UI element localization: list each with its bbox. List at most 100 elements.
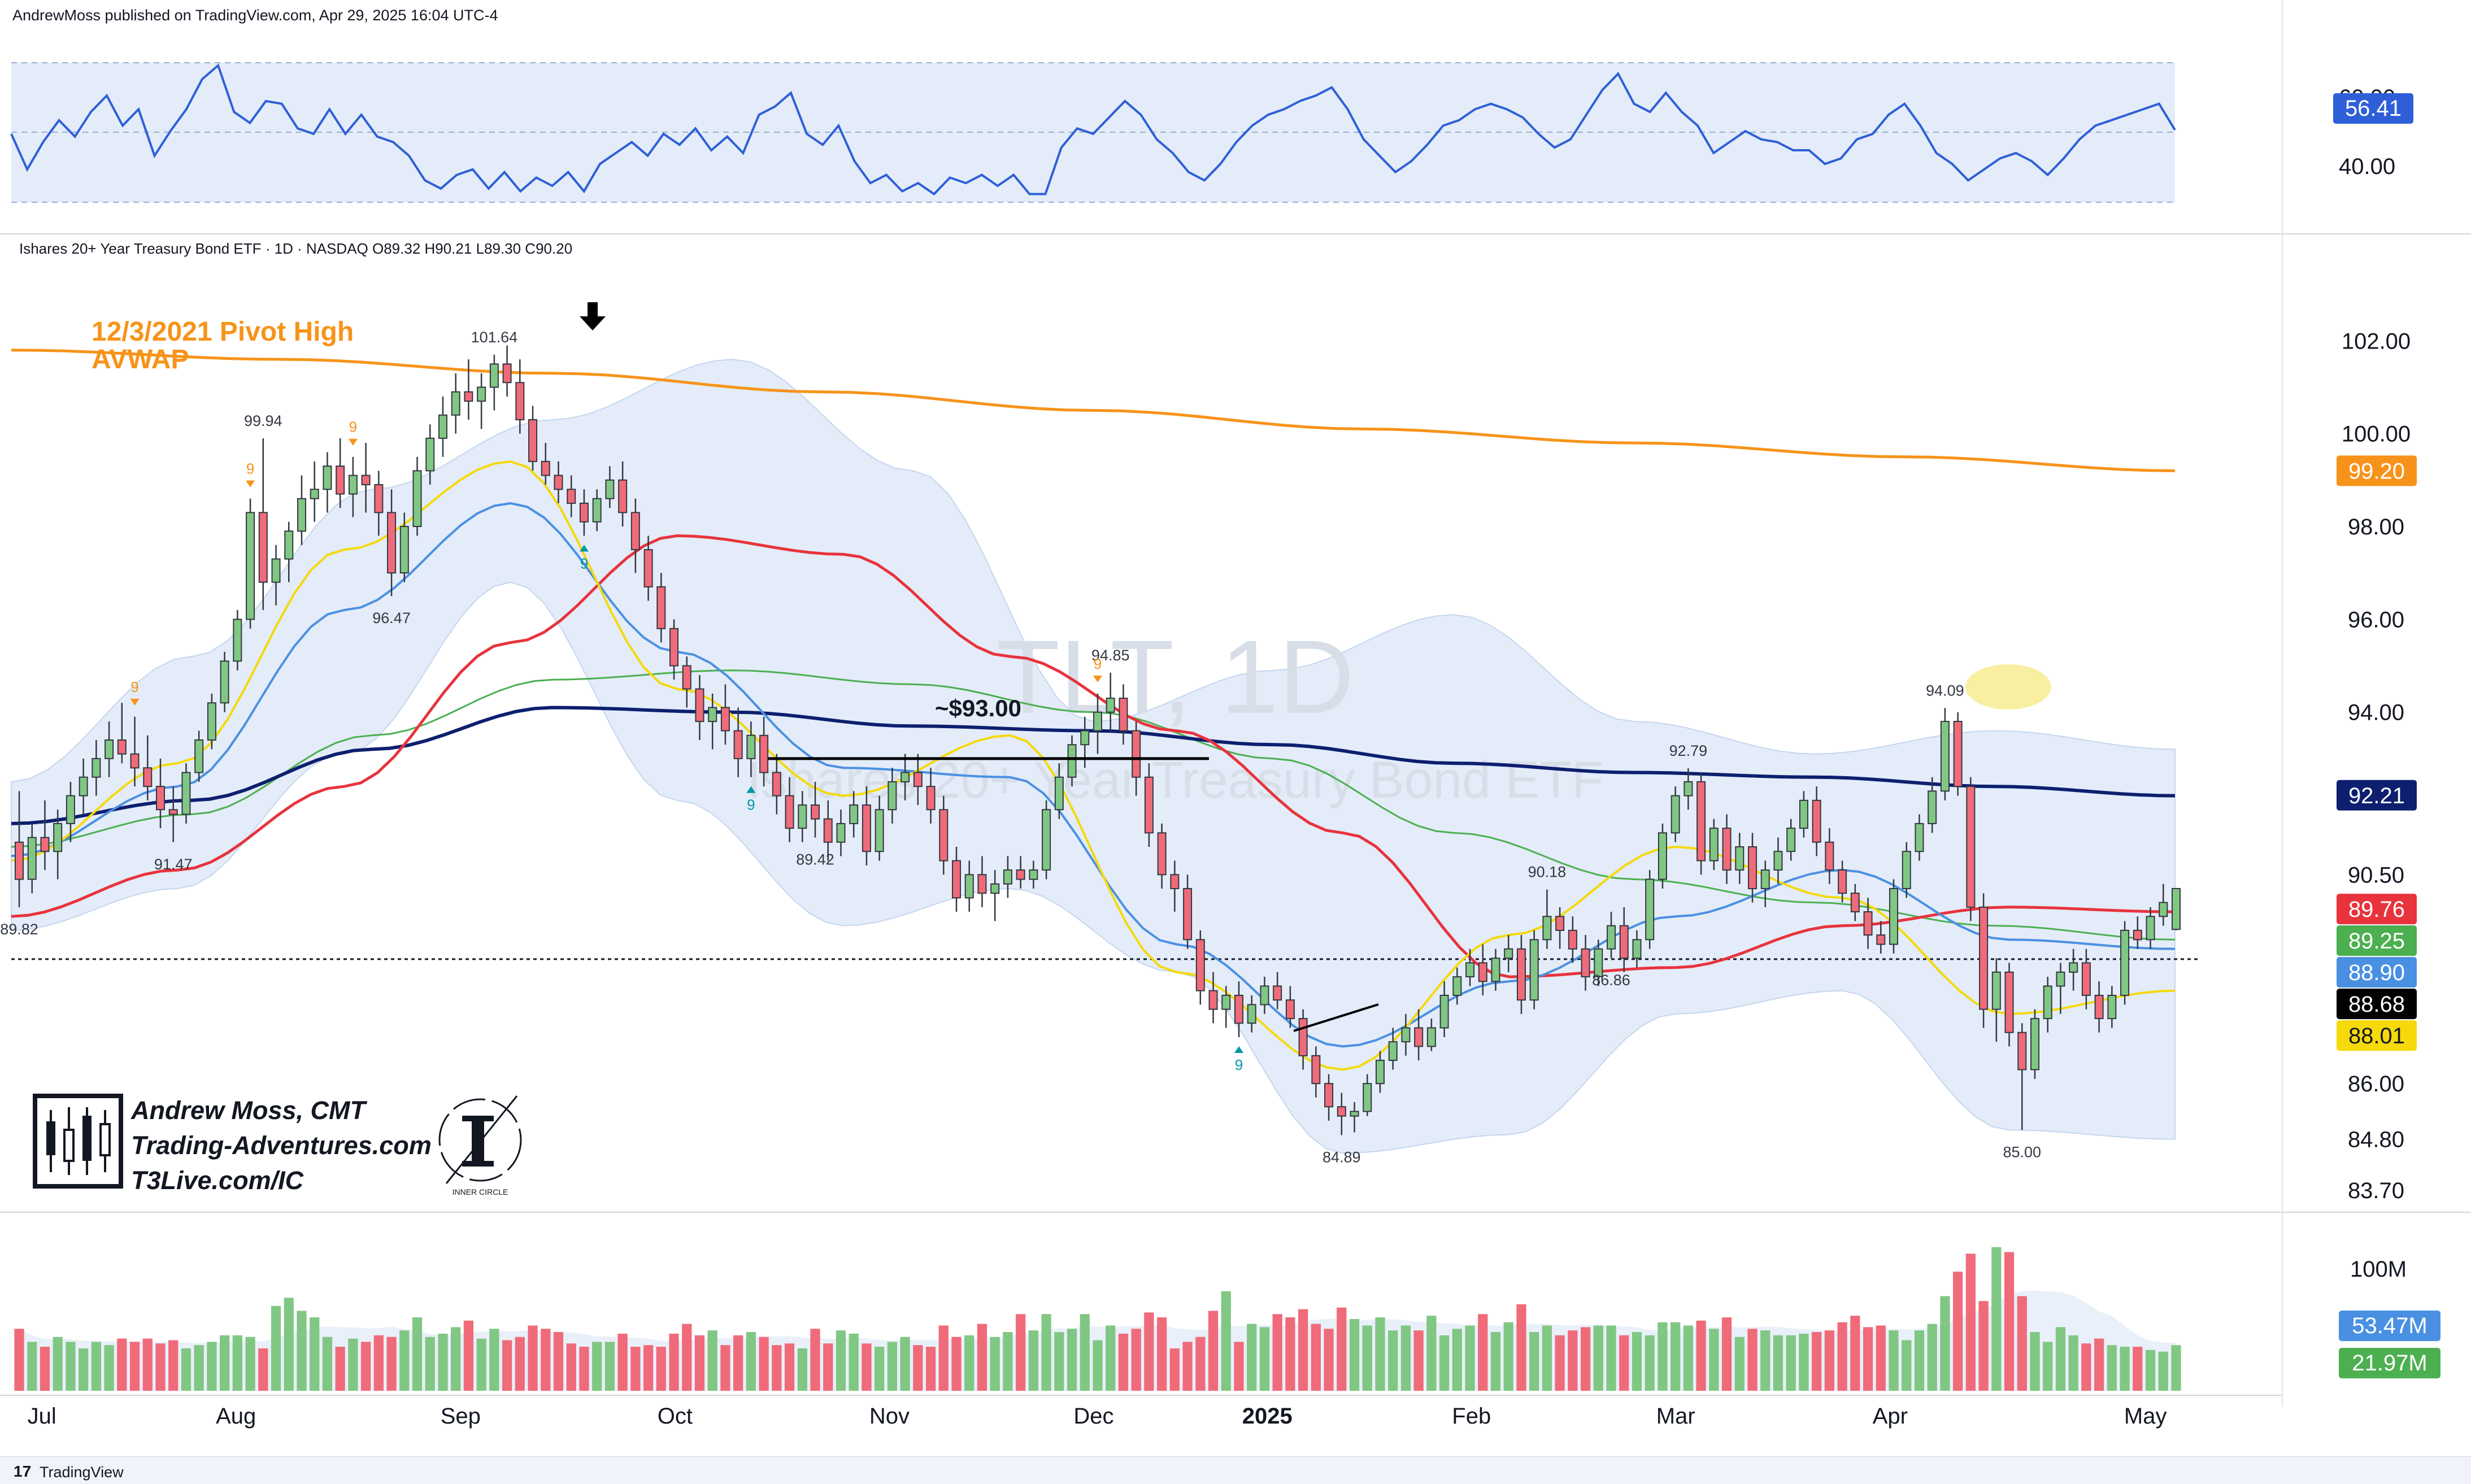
- candle: [1093, 693, 1102, 754]
- td-sequential-marks: 9 9 9 9 9 9 9: [130, 419, 1243, 1073]
- candle: [592, 489, 602, 532]
- candle: [1350, 1102, 1359, 1133]
- candle: [1619, 907, 1629, 972]
- pivot-label: 92.79: [1669, 742, 1708, 759]
- footer-bar: 17 TradingView: [0, 1456, 2471, 1484]
- candle: [888, 768, 897, 824]
- volume-bar: [1902, 1340, 1912, 1391]
- candle: [1439, 981, 1449, 1037]
- td-mark: 9: [130, 678, 140, 706]
- volume-bar: [938, 1325, 949, 1391]
- volume-bar: [1041, 1314, 1051, 1391]
- volume-bar: [1400, 1325, 1411, 1391]
- volume-bar: [66, 1342, 76, 1391]
- price-badge: 88.01: [2337, 1020, 2417, 1051]
- candle: [990, 870, 1000, 921]
- candle: [168, 786, 178, 842]
- volume-bar: [1516, 1304, 1526, 1391]
- volume-bar: [386, 1337, 397, 1391]
- candle: [2081, 948, 2091, 1009]
- candle: [143, 735, 153, 800]
- volume-bar: [1580, 1327, 1591, 1391]
- volume-bar: [219, 1335, 230, 1391]
- svg-text:9: 9: [580, 555, 588, 572]
- candle: [1632, 930, 1642, 968]
- td-mark: 9: [579, 545, 589, 572]
- candle: [348, 456, 358, 517]
- candle: [2017, 1023, 2027, 1130]
- candle: [425, 424, 435, 485]
- svg-text:9: 9: [1094, 655, 1102, 672]
- volume-bar: [1876, 1325, 1886, 1391]
- svg-text:9: 9: [349, 419, 357, 436]
- volume-bar: [2068, 1335, 2078, 1391]
- candle: [1979, 893, 1989, 1028]
- volume-bar: [1619, 1335, 1629, 1391]
- volume-bar: [1850, 1316, 1860, 1391]
- highlight-ellipse: [1965, 664, 2051, 710]
- volume-bar: [322, 1337, 333, 1391]
- candle: [1260, 977, 1269, 1014]
- volume-bar: [694, 1335, 705, 1391]
- price-tick: 94.00: [2348, 700, 2404, 725]
- pivot-label: 84.89: [1322, 1148, 1361, 1165]
- symbol-info-line[interactable]: Ishares 20+ Year Treasury Bond ETF · 1D …: [19, 240, 573, 257]
- volume-bar: [579, 1347, 589, 1391]
- volume-bar: [78, 1348, 89, 1391]
- candle: [361, 443, 371, 513]
- volume-bar: [707, 1330, 717, 1391]
- volume-bar: [451, 1327, 461, 1391]
- price-badge: 89.76: [2337, 894, 2417, 925]
- volume-bar: [1863, 1327, 1873, 1391]
- volume-tick-100m: 100M: [2350, 1257, 2407, 1282]
- volume-bar: [1106, 1325, 1116, 1391]
- candle: [567, 475, 576, 517]
- svg-text:99.20: 99.20: [2348, 459, 2405, 484]
- time-tick: Dec: [1073, 1404, 1113, 1429]
- volume-bar: [412, 1317, 423, 1391]
- volume-bar: [1439, 1335, 1450, 1391]
- candle: [1581, 935, 1590, 991]
- volume-bar: [1324, 1329, 1334, 1391]
- candle: [66, 781, 75, 842]
- volume-bar: [592, 1342, 602, 1391]
- volume-bar: [117, 1338, 127, 1391]
- candle: [1928, 777, 1937, 833]
- price-tick: 96.00: [2348, 607, 2404, 632]
- rsi-line: [10, 63, 2176, 196]
- candle: [2107, 986, 2117, 1028]
- price-tick: 100.00: [2342, 422, 2411, 447]
- volume-bar: [528, 1325, 538, 1391]
- candle: [1375, 1051, 1385, 1093]
- candle: [1555, 907, 1565, 949]
- time-axis: Jul Aug Sep Oct Nov Dec 2025 Feb Mar Apr May: [28, 1404, 2167, 1429]
- svg-text:9: 9: [130, 678, 138, 695]
- volume-bar: [1555, 1335, 1565, 1391]
- svg-text:92.21: 92.21: [2348, 784, 2405, 808]
- candle: [952, 847, 962, 912]
- time-tick: Oct: [658, 1404, 693, 1429]
- candle: [1670, 786, 1680, 842]
- volume-bar: [682, 1324, 692, 1391]
- volume-bar: [1606, 1325, 1616, 1391]
- volume-bar: [2043, 1342, 2053, 1391]
- volume-bar: [913, 1345, 923, 1391]
- tradingview-logo-icon[interactable]: 17: [14, 1463, 32, 1480]
- candle: [92, 740, 101, 796]
- volume-bar: [1156, 1317, 1167, 1391]
- footer-brand[interactable]: TradingView: [40, 1464, 124, 1481]
- candle: [1568, 916, 1577, 963]
- volume-bar: [129, 1342, 140, 1391]
- candle: [746, 721, 756, 777]
- volume-bar: [875, 1347, 885, 1391]
- candle: [194, 730, 204, 782]
- candle: [798, 791, 807, 842]
- candle: [695, 674, 704, 740]
- candle: [1991, 958, 2001, 1042]
- volume-ma-badge: [2339, 1311, 2440, 1341]
- candle: [1594, 939, 1603, 986]
- candle: [233, 610, 242, 671]
- volume-bar: [373, 1335, 384, 1391]
- volume-bar: [1337, 1307, 1347, 1391]
